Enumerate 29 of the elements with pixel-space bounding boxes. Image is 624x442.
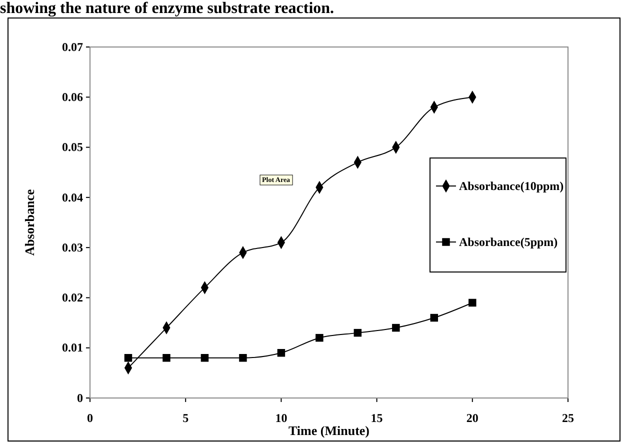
point: [200, 354, 209, 362]
x-tick-label: 5: [182, 410, 189, 425]
legend-label: Absorbance(10ppm): [459, 179, 564, 193]
point: [277, 349, 286, 357]
x-tick-label: 0: [87, 410, 93, 425]
x-tick-label: 10: [275, 410, 288, 425]
y-tick-label: 0.05: [62, 140, 83, 154]
point: [392, 324, 400, 332]
x-axis-title: Time (Minute): [288, 423, 370, 438]
x-tick-label: 20: [466, 410, 478, 425]
legend-label: Absorbance(5ppm): [459, 235, 558, 249]
y-axis-title: Absorbance: [22, 189, 37, 256]
x-tick-label: 25: [562, 410, 574, 425]
chart-title: showing the nature of enzyme substrate reaction.: [0, 0, 334, 17]
y-tick-label: 0: [77, 390, 83, 405]
point: [354, 328, 362, 337]
point: [316, 334, 324, 342]
x-tick-label: 15: [370, 410, 383, 425]
y-tick-label: 0.03: [62, 240, 83, 254]
point: [124, 354, 132, 362]
y-tick-label: 0.01: [62, 340, 83, 355]
point: [468, 298, 476, 307]
y-tick-label: 0.04: [62, 190, 83, 204]
point: [162, 354, 170, 362]
y-tick-label: 0.07: [62, 40, 83, 54]
point: [430, 314, 438, 322]
y-tick-label: 0.06: [62, 90, 83, 104]
point: [239, 354, 247, 362]
y-tick-label: 0.02: [62, 290, 83, 305]
